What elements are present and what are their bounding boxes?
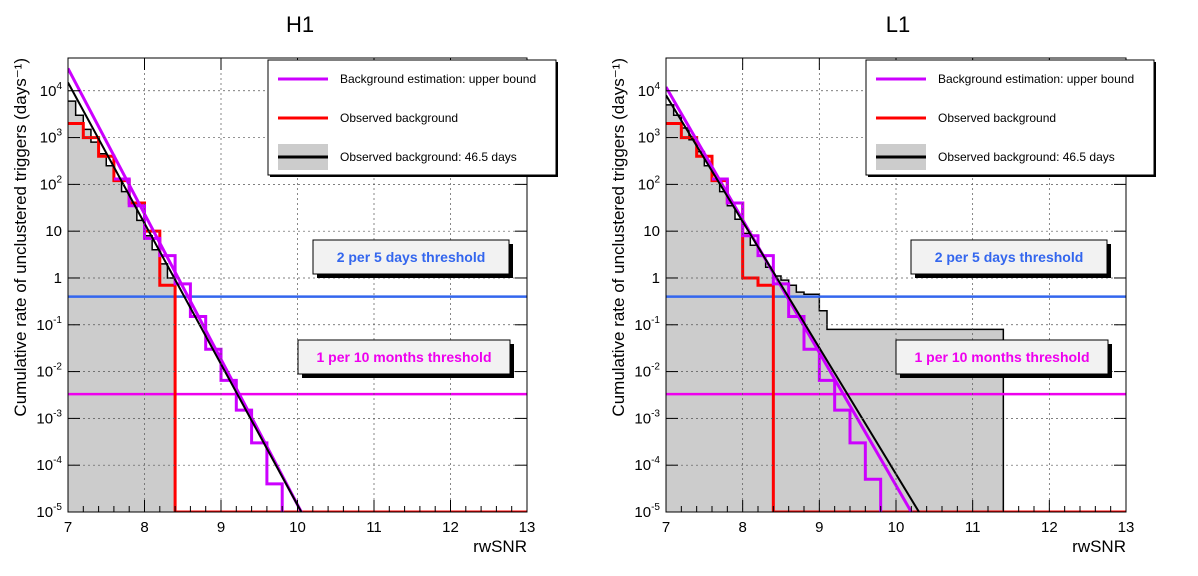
- y-axis-label: Cumulative rate of unclustered triggers …: [11, 58, 30, 417]
- series-step-3: [113, 177, 284, 512]
- chart-panel-l1: L1 7 8 9 10 11 12 13 10-5 10-4 10-3 10-2 10-1 1 10 102 1…: [609, 12, 1156, 556]
- y-tick-label: 10-1: [634, 315, 660, 334]
- legend-entry-label: Observed background: 46.5 days: [340, 150, 517, 164]
- threshold-label-box: [910, 239, 1108, 275]
- shaded-background-area: [68, 101, 176, 512]
- chart-panel-h1: H1 7 8 9 10 11 12 13 10-5 10-4 10-3 10-2 10-1 1 10 102 1…: [11, 12, 558, 556]
- y-tick-label: 10: [45, 223, 62, 240]
- x-tick-label: 12: [1041, 519, 1058, 536]
- x-tick-label: 8: [738, 519, 746, 536]
- threshold-label: 1 per 10 months threshold: [316, 349, 491, 365]
- legend-entry-label: Background estimation: upper bound: [340, 72, 536, 86]
- y-tick-label: 10: [643, 223, 660, 240]
- x-axis-label: rwSNR: [1072, 537, 1126, 556]
- legend-entry-label: Observed background: [938, 111, 1056, 125]
- y-tick-label: 10-5: [634, 502, 660, 521]
- x-tick-label: 9: [217, 519, 225, 536]
- y-tick-label: 104: [40, 81, 63, 100]
- y-tick-label: 102: [40, 174, 63, 193]
- x-tick-label: 8: [140, 519, 148, 536]
- x-tick-label: 11: [366, 519, 382, 536]
- legend-entry-label: Observed background: [340, 111, 458, 125]
- x-tick-label: 13: [1118, 519, 1135, 536]
- y-tick-label: 10-3: [36, 408, 62, 427]
- threshold-label-box: [895, 339, 1109, 375]
- threshold-label: 2 per 5 days threshold: [337, 249, 486, 265]
- y-tick-label: 10-5: [36, 502, 62, 521]
- chart-title: L1: [886, 12, 910, 37]
- threshold-label: 1 per 10 months threshold: [914, 349, 1089, 365]
- y-tick-label: 10-1: [36, 315, 62, 334]
- chart-title: H1: [286, 12, 314, 37]
- x-tick-label: 7: [64, 519, 72, 536]
- y-tick-label: 10-2: [36, 362, 62, 381]
- y-tick-label: 10-3: [634, 408, 660, 427]
- y-tick-label: 10-2: [634, 362, 660, 381]
- threshold-label: 2 per 5 days threshold: [935, 249, 1084, 265]
- x-tick-label: 12: [442, 519, 459, 536]
- y-tick-label: 102: [638, 174, 661, 193]
- shaded-background-area: [666, 104, 1004, 512]
- x-tick-label: 11: [965, 519, 981, 536]
- y-tick-label: 104: [638, 81, 661, 100]
- series-line-4: [68, 82, 303, 512]
- y-tick-label: 1: [652, 270, 660, 287]
- x-tick-label: 10: [888, 519, 905, 536]
- threshold-label-box: [312, 239, 510, 275]
- y-tick-label: 103: [40, 128, 63, 147]
- x-tick-label: 9: [815, 519, 823, 536]
- y-tick-label: 10-4: [634, 455, 660, 474]
- x-axis-label: rwSNR: [473, 537, 527, 556]
- series-line-2: [68, 67, 303, 512]
- y-tick-label: 1: [54, 270, 62, 287]
- x-tick-label: 7: [662, 519, 670, 536]
- x-tick-label: 10: [289, 519, 306, 536]
- series-line-4: [666, 94, 920, 512]
- y-tick-label: 10-4: [36, 455, 62, 474]
- legend-entry-label: Observed background: 46.5 days: [938, 150, 1115, 164]
- legend-entry-label: Background estimation: upper bound: [938, 72, 1134, 86]
- y-axis-label: Cumulative rate of unclustered triggers …: [609, 58, 628, 417]
- threshold-label-box: [297, 339, 511, 375]
- plot-area: [68, 67, 527, 512]
- y-tick-label: 103: [638, 128, 661, 147]
- x-tick-label: 13: [519, 519, 536, 536]
